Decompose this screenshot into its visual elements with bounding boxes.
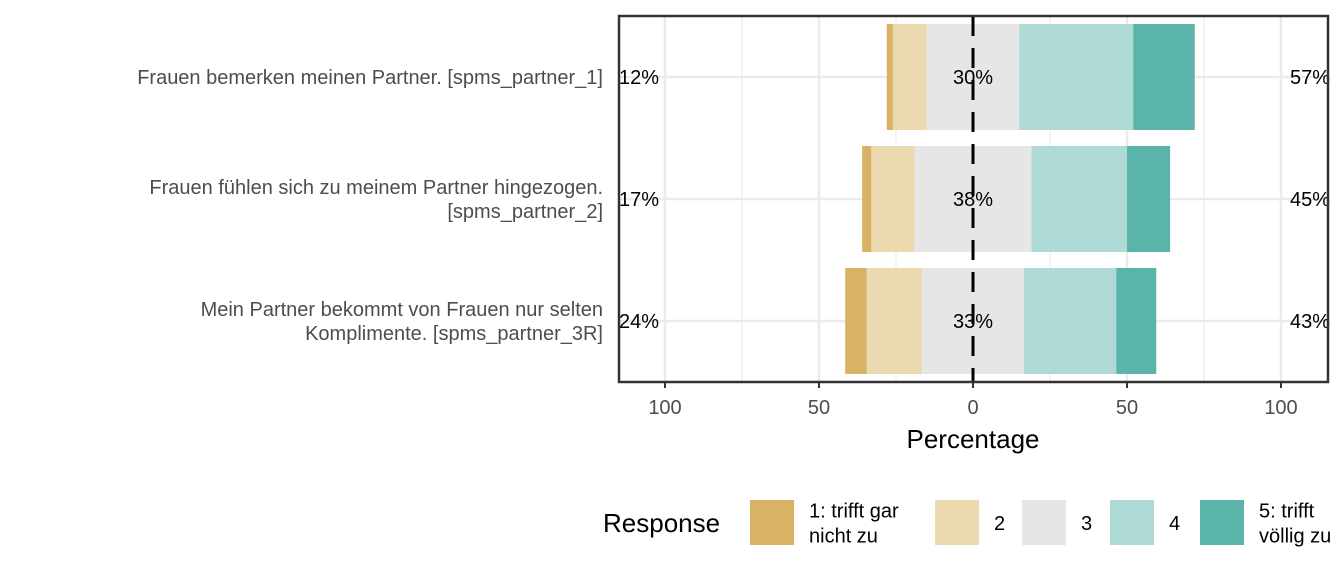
bar-segment [862,146,872,252]
high-percent-label: 57% [1290,67,1330,89]
legend-label: nicht zu [809,526,878,548]
plot-panel-border [617,14,1330,384]
legend-key [935,500,979,545]
bar-segment [886,24,893,130]
item-label: Frauen bemerken meinen Partner. [spms_pa… [137,67,603,89]
low-percent-label: 12% [619,67,659,89]
legend-label: völlig zu [1259,526,1331,548]
legend-key [1110,500,1154,545]
legend-label: 3 [1081,513,1092,535]
mid-percent-label: 33% [953,311,993,333]
x-axis: 100 50 0 50 100 [648,382,1298,419]
legend-key [750,500,794,545]
bar-segment [1023,268,1117,374]
low-percent-label: 17% [619,189,659,211]
legend-title: Response [603,508,720,538]
bar-segment [1031,146,1127,252]
bars [845,16,1195,382]
mid-percent-label: 38% [953,189,993,211]
item-label: Komplimente. [spms_partner_3R] [305,323,603,345]
item-label: [spms_partner_2] [447,201,603,223]
legend-key [1022,500,1066,545]
x-tick-label: 50 [1116,397,1138,419]
legend-key [1200,500,1244,545]
mid-percent-label: 30% [953,67,993,89]
x-tick-label: 0 [967,397,978,419]
legend-label: 1: trifft gar [809,501,899,523]
item-labels: Frauen bemerken meinen Partner. [spms_pa… [137,67,603,345]
item-label: Mein Partner bekommt von Frauen nur selt… [201,299,603,321]
legend-label: 4 [1169,513,1180,535]
percentage-labels: 12% 30% 57% 17% 38% 45% 24% 33% 43% [619,67,1330,333]
bar-segment [845,268,867,374]
bar-segment [866,268,923,374]
x-tick-label: 100 [1264,397,1297,419]
legend: Response 1: trifft gar nicht zu 2 3 4 5: triff… [603,500,1331,548]
x-tick-label: 50 [808,397,830,419]
high-percent-label: 45% [1290,189,1330,211]
bar-segment [1127,146,1171,252]
bar-segment [1133,24,1195,130]
low-percent-label: 24% [619,311,659,333]
legend-label: 5: trifft [1259,501,1315,523]
x-axis-title: Percentage [907,424,1040,454]
item-label: Frauen fühlen sich zu meinem Partner hin… [149,177,603,199]
high-percent-label: 43% [1290,311,1330,333]
bar-segment [1019,24,1134,130]
bar-segment [892,24,927,130]
bar-segment [871,146,915,252]
bar-segment [1116,268,1157,374]
legend-label: 2 [994,513,1005,535]
x-tick-label: 100 [648,397,681,419]
